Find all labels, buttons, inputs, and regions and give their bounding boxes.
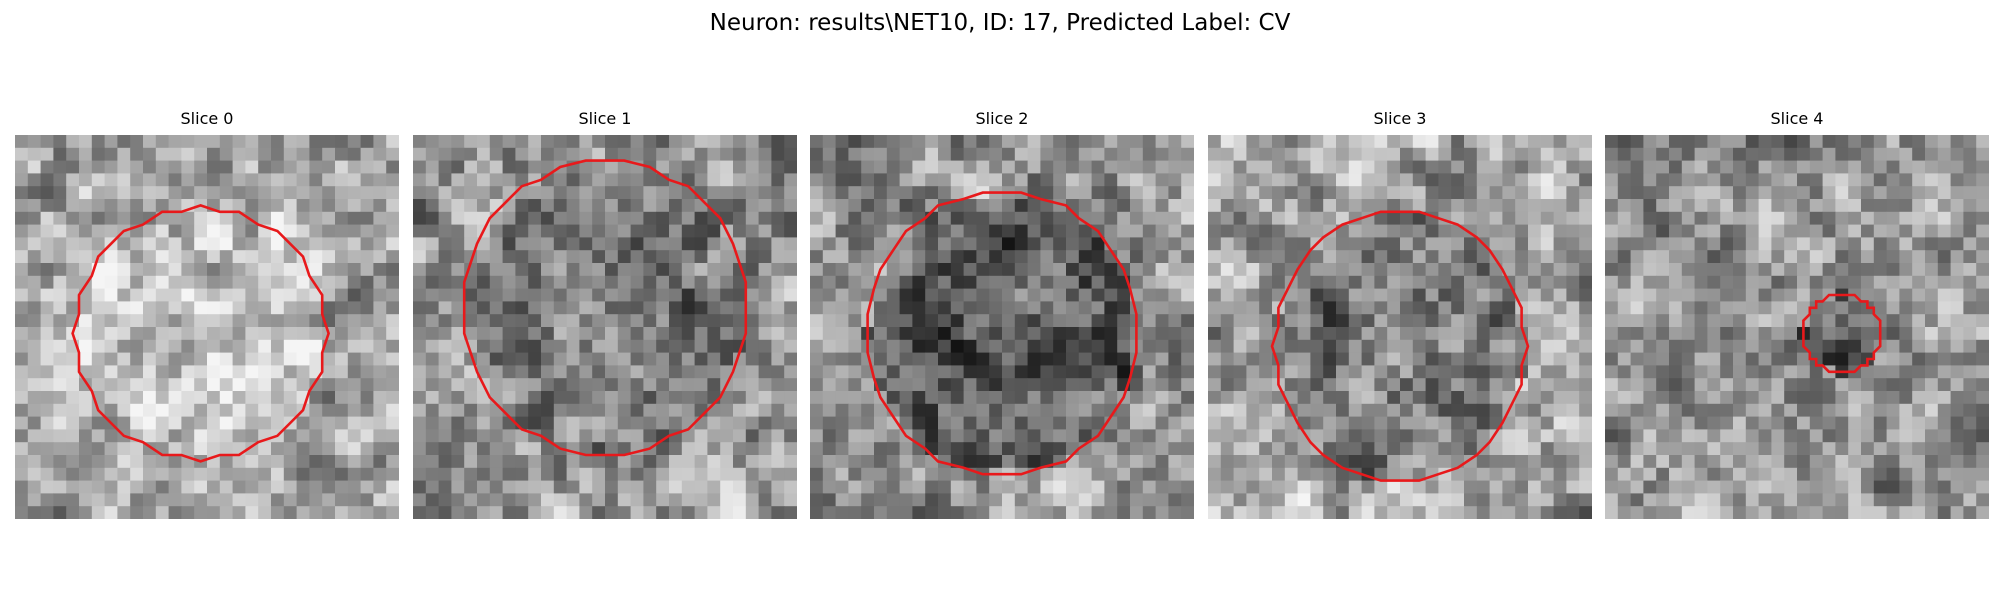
slice-image (1605, 135, 1989, 519)
segmentation-contour (1802, 293, 1882, 374)
slice-image (810, 135, 1194, 519)
slice-title: Slice 4 (1770, 109, 1824, 128)
segmentation-contour (1270, 210, 1530, 482)
slice-title: Slice 3 (1373, 109, 1427, 128)
segmentation-contour (462, 159, 748, 457)
segmentation-contour (866, 191, 1138, 476)
slice-title: Slice 0 (180, 109, 234, 128)
slice-title: Slice 1 (578, 109, 632, 128)
slice-title: Slice 2 (975, 109, 1029, 128)
slice-image (1208, 135, 1592, 519)
figure-title: Neuron: results\NET10, ID: 17, Predicted… (709, 10, 1291, 36)
slice-image (413, 135, 797, 519)
segmentation-contour (71, 204, 330, 463)
slice-image (15, 135, 399, 519)
